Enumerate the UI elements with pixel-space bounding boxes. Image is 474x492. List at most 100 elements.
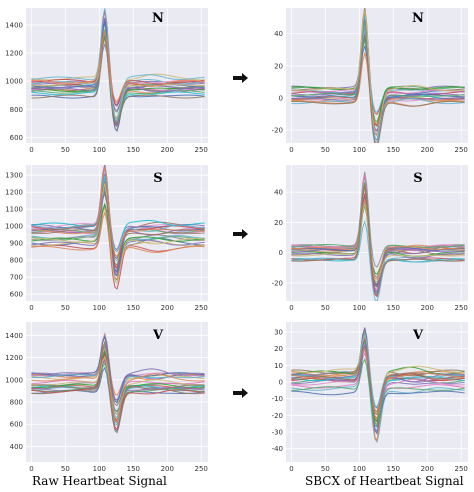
class-label: N (412, 11, 424, 26)
x-tick-label: 0 (289, 146, 293, 154)
right-arrow-icon (233, 229, 248, 239)
x-tick-label: 100 (93, 304, 106, 312)
heartbeat-trace (31, 211, 205, 280)
heartbeat-trace (291, 195, 465, 294)
x-tick-label: 250 (455, 304, 468, 312)
y-tick-label: 600 (10, 291, 23, 299)
x-tick-label: 150 (127, 146, 140, 154)
heartbeat-trace (291, 34, 465, 143)
x-tick-label: 150 (127, 304, 140, 312)
x-tick-label: 200 (421, 146, 434, 154)
x-tick-label: 200 (161, 465, 174, 473)
x-tick-label: 50 (61, 465, 70, 473)
heartbeat-trace (291, 198, 465, 281)
heartbeat-trace (31, 183, 205, 285)
y-tick-label: 800 (10, 106, 23, 114)
class-label: S (413, 171, 422, 186)
heartbeat-trace (291, 171, 465, 268)
y-tick-label: 20 (274, 62, 283, 70)
heartbeat-trace (291, 347, 465, 420)
class-label: N (152, 11, 164, 26)
trace-group (31, 332, 205, 434)
x-tick-label: 200 (161, 304, 174, 312)
heartbeat-trace (31, 39, 205, 119)
x-tick-label: 250 (455, 465, 468, 473)
y-tick-label: 1200 (5, 189, 23, 197)
y-tick-label: 1000 (5, 223, 23, 231)
x-tick-label: 150 (387, 146, 400, 154)
y-tick-label: -30 (272, 429, 283, 437)
heartbeat-trace (31, 348, 205, 426)
trace-group (291, 327, 465, 443)
right-arrow-icon (233, 388, 248, 398)
y-tick-label: 0 (279, 249, 283, 257)
x-tick-label: 100 (353, 304, 366, 312)
heartbeat-trace (291, 205, 465, 275)
y-tick-label: -10 (272, 395, 283, 403)
y-tick-label: 700 (10, 274, 23, 282)
heartbeat-trace (31, 362, 205, 413)
x-tick-label: 0 (29, 465, 33, 473)
y-tick-label: 400 (10, 443, 23, 451)
x-tick-label: 250 (195, 304, 208, 312)
y-tick-label: 600 (10, 421, 23, 429)
heartbeat-trace (291, 174, 465, 292)
x-tick-label: 100 (353, 146, 366, 154)
y-tick-label: 30 (274, 329, 283, 337)
y-tick-label: 40 (274, 189, 283, 197)
x-tick-label: 200 (421, 465, 434, 473)
x-tick-label: 0 (289, 465, 293, 473)
x-tick-label: 250 (195, 465, 208, 473)
heartbeat-trace (31, 181, 205, 269)
y-tick-label: 1400 (5, 332, 23, 340)
x-tick-label: 100 (353, 465, 366, 473)
trace-group (291, 8, 465, 143)
x-tick-label: 200 (161, 146, 174, 154)
x-tick-label: 250 (195, 146, 208, 154)
y-tick-label: 800 (10, 399, 23, 407)
x-tick-label: 100 (93, 146, 106, 154)
x-tick-label: 150 (387, 304, 400, 312)
heartbeat-trace (291, 337, 465, 416)
chart-raw-v: 0 50 100 150 200 250 400 600 800 1000 1200 1400 V (5, 322, 208, 473)
heartbeat-trace (291, 28, 465, 132)
x-tick-label: 200 (421, 304, 434, 312)
heartbeat-trace (291, 203, 465, 283)
heartbeat-trace (31, 35, 205, 126)
y-tick-label: 20 (274, 219, 283, 227)
chart-sbcx-v: 0 50 100 150 200 250 -40 -30 -20 -10 0 10 20 30 V (272, 322, 468, 473)
heartbeat-trace (291, 219, 465, 301)
heartbeat-trace (31, 340, 205, 423)
heartbeat-trace (291, 331, 465, 408)
y-tick-label: 20 (274, 345, 283, 353)
heartbeat-trace (31, 10, 205, 106)
heartbeat-trace (31, 188, 205, 253)
y-tick-label: 600 (10, 134, 23, 142)
x-tick-label: 0 (29, 304, 33, 312)
right-arrow-icon (233, 73, 248, 83)
trace-group (31, 165, 205, 290)
x-tick-label: 100 (93, 465, 106, 473)
class-label: V (412, 328, 424, 343)
chart-sbcx-n: 0 50 100 150 200 250 -20 0 20 40 N (272, 8, 468, 154)
x-tick-label: 250 (455, 146, 468, 154)
y-tick-label: -40 (272, 445, 283, 453)
chart-sbcx-s: 0 50 100 150 200 250 -20 0 20 40 S (272, 165, 468, 312)
chart-raw-n: 0 50 100 150 200 250 600 800 1000 1200 1400 N (5, 8, 208, 154)
x-tick-label: 50 (321, 465, 330, 473)
y-tick-label: 1300 (5, 172, 23, 180)
heartbeat-trace (31, 43, 205, 112)
x-tick-label: 0 (29, 146, 33, 154)
y-tick-label: 900 (10, 240, 23, 248)
y-tick-label: 1000 (5, 376, 23, 384)
class-label: V (152, 328, 164, 343)
y-tick-label: 1100 (5, 206, 23, 214)
y-tick-label: -20 (272, 412, 283, 420)
heartbeat-trace (291, 27, 465, 114)
y-tick-label: -20 (272, 279, 283, 287)
y-tick-label: 1400 (5, 21, 23, 29)
x-tick-label: 50 (321, 146, 330, 154)
caption-right: SBCX of Heartbeat Signal (305, 474, 464, 488)
chart-raw-s: 0 50 100 150 200 250 600 700 800 900 1000 1100 1200 1… (5, 165, 208, 312)
heartbeat-trace (31, 8, 205, 123)
